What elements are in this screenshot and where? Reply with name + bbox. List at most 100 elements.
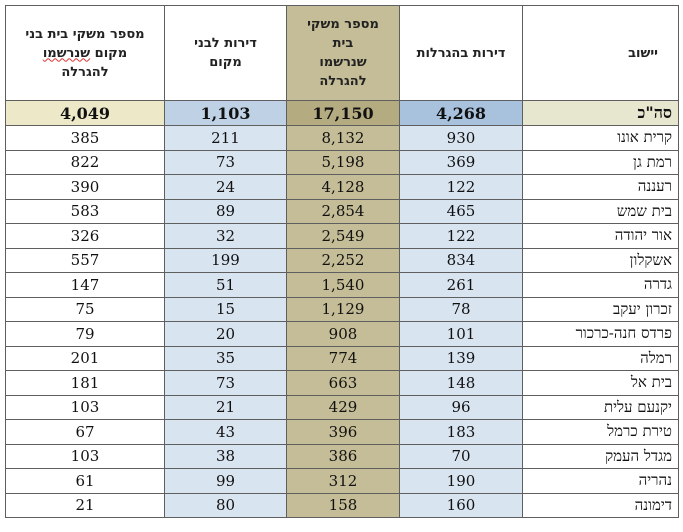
total-label: סה"כ	[522, 100, 679, 126]
cell-lottery-apartments: 190	[399, 468, 523, 494]
cell-lottery-apartments: 465	[399, 198, 523, 224]
header-local-apartments: דירות לבני מקום	[164, 5, 287, 101]
table-row: דימונה 160 158 80 21	[5, 492, 679, 518]
cell-families-registered: 312	[286, 468, 400, 494]
cell-lottery-apartments: 160	[399, 492, 523, 518]
cell-local-families-registered: 61	[5, 468, 165, 494]
cell-local-apartments: 35	[164, 345, 287, 371]
cell-locality: פרדס חנה-כרכור	[522, 321, 679, 347]
header-locality: יישוב	[522, 5, 679, 101]
cell-local-apartments: 51	[164, 272, 287, 298]
cell-families-registered: 5,198	[286, 149, 400, 175]
cell-local-families-registered: 67	[5, 419, 165, 445]
cell-local-families-registered: 21	[5, 492, 165, 518]
table-row: רעננה 122 4,128 24 390	[5, 174, 679, 200]
cell-families-registered: 4,128	[286, 174, 400, 200]
spellcheck-underline: שנרשמו	[42, 45, 91, 61]
cell-locality: זכרון יעקב	[522, 296, 679, 322]
table-row: רמת גן 369 5,198 73 822	[5, 149, 679, 175]
cell-local-apartments: 20	[164, 321, 287, 347]
cell-families-registered: 1,540	[286, 272, 400, 298]
cell-local-apartments: 21	[164, 394, 287, 420]
total-local-apartments: 1,103	[164, 100, 287, 126]
cell-lottery-apartments: 930	[399, 125, 523, 151]
cell-locality: גדרה	[522, 272, 679, 298]
table-row: נהריה 190 312 99 61	[5, 468, 679, 494]
cell-lottery-apartments: 78	[399, 296, 523, 322]
table-row: בית שמש 465 2,854 89 583	[5, 198, 679, 224]
cell-families-registered: 1,129	[286, 296, 400, 322]
table-row: אשקלון 834 2,252 199 557	[5, 247, 679, 273]
table-row: רמלה 139 774 35 201	[5, 345, 679, 371]
cell-local-apartments: 32	[164, 223, 287, 249]
cell-local-apartments: 80	[164, 492, 287, 518]
table-row: יקנעם עלית 96 429 21 103	[5, 394, 679, 420]
cell-local-apartments: 199	[164, 247, 287, 273]
table-row: קרית אונו 930 8,132 211 385	[5, 125, 679, 151]
cell-local-families-registered: 583	[5, 198, 165, 224]
cell-families-registered: 158	[286, 492, 400, 518]
header-families-registered: מספר משקי בית שנרשמו להגרלה	[286, 5, 400, 101]
table-row: מגדל העמק 70 386 38 103	[5, 443, 679, 469]
cell-local-families-registered: 822	[5, 149, 165, 175]
cell-local-families-registered: 385	[5, 125, 165, 151]
cell-families-registered: 396	[286, 419, 400, 445]
cell-lottery-apartments: 261	[399, 272, 523, 298]
cell-local-families-registered: 181	[5, 370, 165, 396]
cell-locality: רמת גן	[522, 149, 679, 175]
cell-families-registered: 663	[286, 370, 400, 396]
table-row: פרדס חנה-כרכור 101 908 20 79	[5, 321, 679, 347]
total-lottery-apartments: 4,268	[399, 100, 523, 126]
table-row: זכרון יעקב 78 1,129 15 75	[5, 296, 679, 322]
cell-lottery-apartments: 148	[399, 370, 523, 396]
cell-lottery-apartments: 101	[399, 321, 523, 347]
cell-families-registered: 2,252	[286, 247, 400, 273]
cell-locality: אור יהודה	[522, 223, 679, 249]
cell-local-families-registered: 75	[5, 296, 165, 322]
cell-lottery-apartments: 183	[399, 419, 523, 445]
cell-local-apartments: 99	[164, 468, 287, 494]
cell-locality: דימונה	[522, 492, 679, 518]
table-row: בית אל 148 663 73 181	[5, 370, 679, 396]
cell-local-apartments: 24	[164, 174, 287, 200]
cell-locality: יקנעם עלית	[522, 394, 679, 420]
cell-families-registered: 386	[286, 443, 400, 469]
cell-local-families-registered: 147	[5, 272, 165, 298]
cell-local-apartments: 15	[164, 296, 287, 322]
cell-local-families-registered: 103	[5, 443, 165, 469]
cell-local-families-registered: 557	[5, 247, 165, 273]
table-row: טירת כרמל 183 396 43 67	[5, 419, 679, 445]
total-row: סה"כ 4,268 17,150 1,103 4,049	[5, 100, 679, 126]
total-families-registered: 17,150	[286, 100, 400, 126]
cell-families-registered: 429	[286, 394, 400, 420]
cell-families-registered: 2,854	[286, 198, 400, 224]
cell-families-registered: 774	[286, 345, 400, 371]
cell-locality: אשקלון	[522, 247, 679, 273]
cell-local-apartments: 89	[164, 198, 287, 224]
cell-locality: בית אל	[522, 370, 679, 396]
cell-locality: רמלה	[522, 345, 679, 371]
cell-lottery-apartments: 122	[399, 174, 523, 200]
table-row: אור יהודה 122 2,549 32 326	[5, 223, 679, 249]
cell-local-families-registered: 390	[5, 174, 165, 200]
cell-local-apartments: 73	[164, 149, 287, 175]
cell-lottery-apartments: 122	[399, 223, 523, 249]
cell-lottery-apartments: 70	[399, 443, 523, 469]
table-row: גדרה 261 1,540 51 147	[5, 272, 679, 298]
cell-locality: נהריה	[522, 468, 679, 494]
cell-local-families-registered: 326	[5, 223, 165, 249]
cell-locality: רעננה	[522, 174, 679, 200]
cell-locality: מגדל העמק	[522, 443, 679, 469]
cell-lottery-apartments: 369	[399, 149, 523, 175]
cell-local-apartments: 43	[164, 419, 287, 445]
cell-local-families-registered: 103	[5, 394, 165, 420]
lottery-table: יישוב דירות בהגרלות מספר משקי בית שנרשמו…	[5, 5, 679, 518]
cell-locality: בית שמש	[522, 198, 679, 224]
cell-lottery-apartments: 96	[399, 394, 523, 420]
cell-locality: קרית אונו	[522, 125, 679, 151]
cell-lottery-apartments: 834	[399, 247, 523, 273]
cell-local-apartments: 38	[164, 443, 287, 469]
cell-locality: טירת כרמל	[522, 419, 679, 445]
cell-local-families-registered: 201	[5, 345, 165, 371]
cell-local-families-registered: 79	[5, 321, 165, 347]
